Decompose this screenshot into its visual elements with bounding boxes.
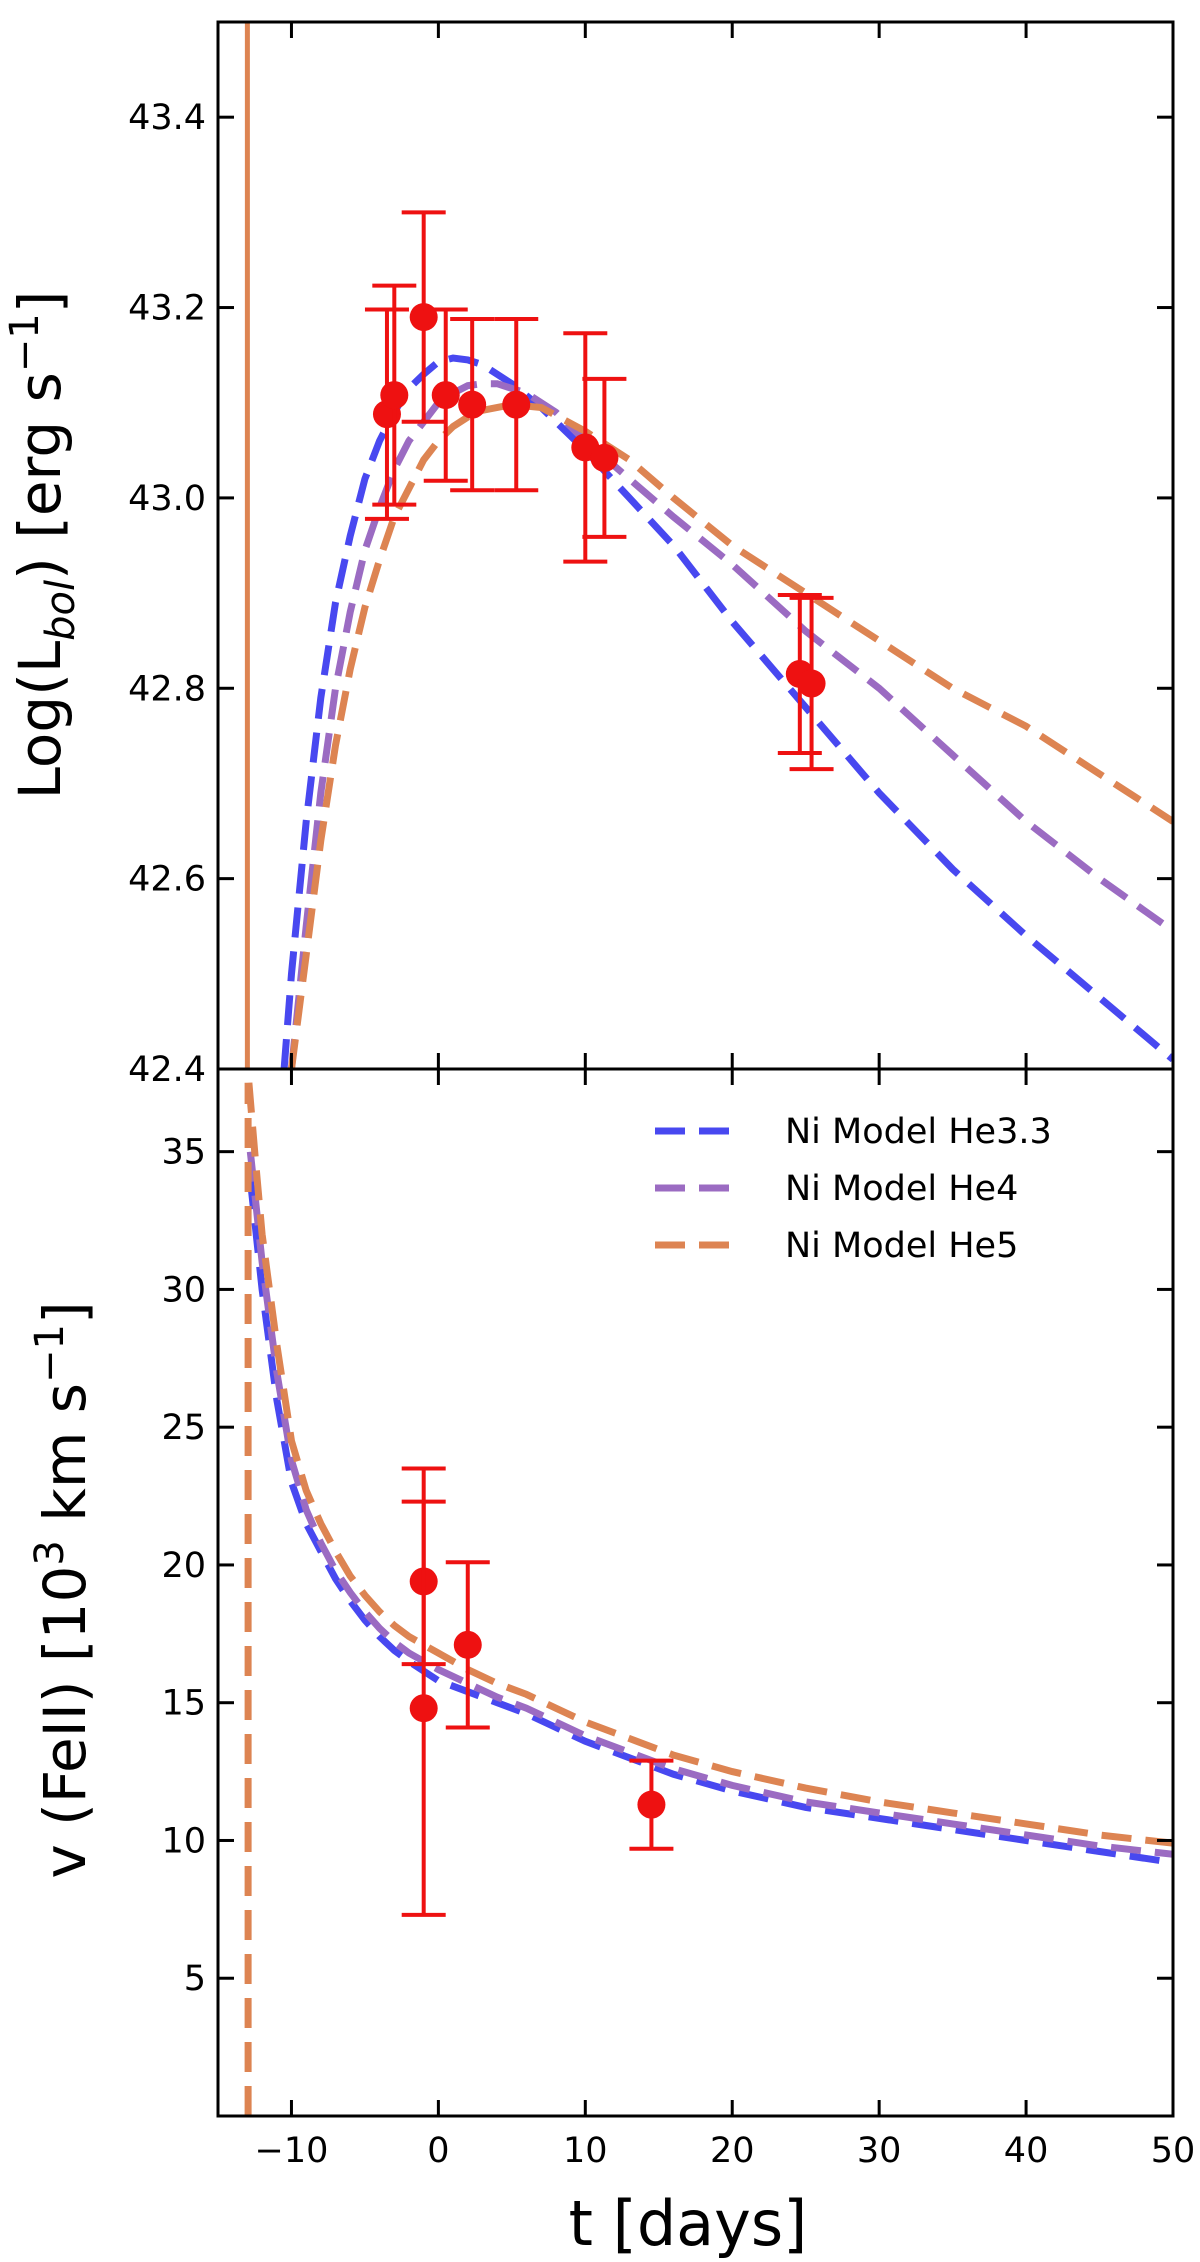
data-point: [502, 390, 531, 419]
ylabel-close: ]: [6, 291, 74, 314]
y-tick-label: 25: [161, 1408, 206, 1448]
v-ylabel-exp2: −1: [27, 1324, 73, 1383]
data-point: [409, 1694, 438, 1723]
legend: Ni Model He3.3 Ni Model He4 Ni Model He5: [655, 1112, 1052, 1266]
velocity-model-curves: [244, 1082, 1173, 2116]
velocity-y-axis-label: v (FeII) [103 km s−1]: [27, 1301, 99, 1878]
series-line-1: [288, 380, 1173, 1069]
data-point: [380, 381, 409, 410]
y-tick-label: 42.6: [128, 860, 206, 900]
luminosity-plot-frame: [216, 20, 1175, 1071]
y-tick-label: 35: [161, 1133, 206, 1173]
velocity-plot-frame: [216, 1067, 1175, 2118]
x-tick-label: 40: [1004, 2131, 1049, 2171]
y-tick-label: 30: [161, 1270, 206, 1310]
legend-label: Ni Model He4: [785, 1169, 1018, 1209]
data-point: [797, 669, 826, 698]
ylabel-sub: bol: [38, 580, 84, 641]
x-tick-label: −10: [255, 2131, 329, 2171]
velocity-panel: 5 10 15 20 25 30 35 −10 0 10 20 30 40 50 Ni Model He3…: [27, 1067, 1195, 2260]
v-ylabel-close: ]: [31, 1301, 99, 1324]
luminosity-y-axis-label: Log(Lbol) [erg s−1]: [2, 291, 84, 800]
data-point: [590, 443, 619, 472]
ylabel-unit: ) [erg s: [6, 372, 74, 580]
velocity-ticks: 5 10 15 20 25 30 35 −10 0 10 20 30 40 50: [161, 1069, 1195, 2171]
ylabel-main: Log(L: [6, 641, 74, 800]
y-tick-label: 42.4: [128, 1050, 206, 1090]
x-tick-label: 50: [1151, 2131, 1196, 2171]
v-ylabel-unit: km s: [31, 1383, 99, 1540]
series-line-0: [246, 1178, 1173, 1866]
data-point: [637, 1790, 666, 1819]
x-tick-label: 30: [857, 2131, 902, 2171]
y-tick-label: 43.4: [128, 98, 206, 138]
data-point: [458, 390, 487, 419]
ylabel-exp: −1: [2, 313, 48, 372]
velocity-data-points: [401, 1466, 674, 1917]
luminosity-data-points: [364, 210, 834, 772]
y-tick-label: 10: [161, 1821, 206, 1861]
legend-label: Ni Model He5: [785, 1226, 1018, 1266]
y-tick-label: 5: [184, 1959, 206, 1999]
legend-label: Ni Model He3.3: [785, 1112, 1052, 1152]
x-axis-label: t [days]: [569, 2187, 808, 2260]
luminosity-ticks: 42.4 42.6 42.8 43.0 43.2 43.4: [128, 22, 1175, 1090]
data-point: [409, 303, 438, 332]
y-tick-label: 43.2: [128, 289, 206, 329]
luminosity-model-curves: [244, 22, 1173, 1069]
data-point: [431, 381, 460, 410]
v-ylabel-exp1: 3: [27, 1540, 73, 1565]
x-tick-label: 20: [710, 2131, 755, 2171]
y-tick-label: 20: [161, 1546, 206, 1586]
series-line-0: [280, 354, 1173, 1069]
y-tick-label: 43.0: [128, 479, 206, 519]
y-tick-label: 15: [161, 1684, 206, 1724]
series-line-2: [288, 401, 1173, 1069]
luminosity-panel: 42.4 42.6 42.8 43.0 43.2 43.4 Log(Lbol) [erg …: [2, 20, 1175, 1090]
data-point: [453, 1630, 482, 1659]
y-tick-label: 42.8: [128, 669, 206, 709]
series-line-2: [245, 1082, 1173, 1847]
v-ylabel-main: v (FeII) [10: [31, 1566, 99, 1879]
series-line-1: [246, 1151, 1173, 1858]
x-tick-label: 10: [563, 2131, 608, 2171]
x-tick-label: 0: [427, 2131, 449, 2171]
